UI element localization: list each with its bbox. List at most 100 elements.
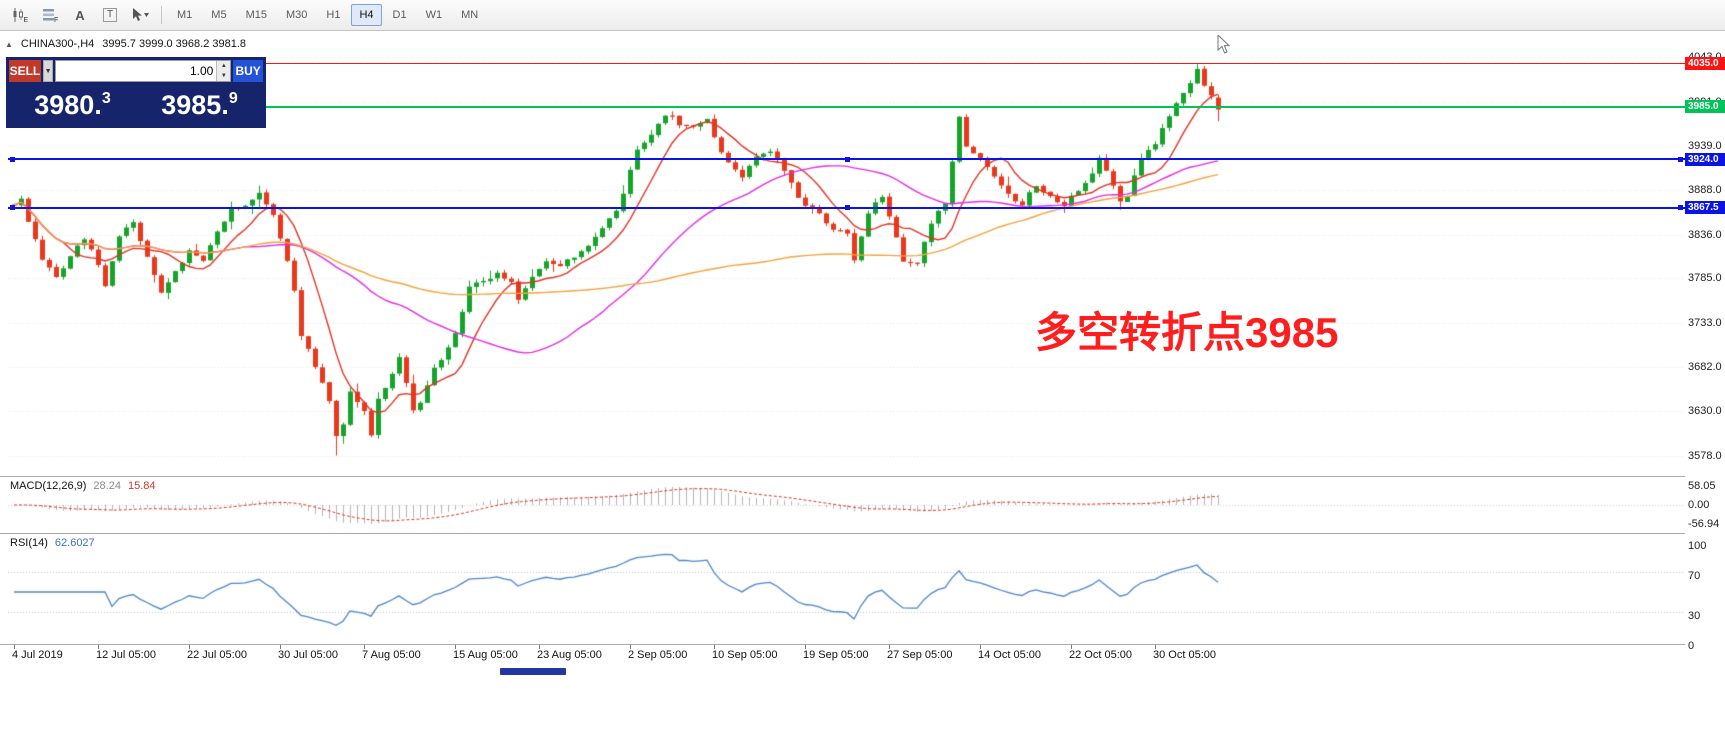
price-axis-label: 3578.0	[1688, 450, 1722, 462]
time-axis-label: 2 Sep 05:00	[628, 649, 688, 661]
mouse-cursor	[1217, 35, 1230, 54]
price-axis-label: 3682.0	[1688, 360, 1722, 373]
macd-panel-separator	[0, 476, 1725, 477]
time-axis-label: 4 Jul 2019	[12, 649, 63, 661]
timeframe-button-mn[interactable]: MN	[461, 9, 479, 21]
sell-button[interactable]: SELL	[9, 60, 41, 82]
sell-price-pip: 3	[101, 90, 111, 107]
buy-button[interactable]: BUY	[233, 60, 263, 82]
price-axis-label: 3888.0	[1688, 184, 1722, 196]
time-axis-label: 7 Aug 05:00	[362, 649, 421, 661]
ohlc-readout: 3995.7 3999.0 3968.2 3981.8	[102, 38, 247, 50]
time-axis-label: 22 Jul 05:00	[187, 649, 247, 661]
time-axis-tick	[455, 645, 456, 649]
timeframe-button-m1[interactable]: M1	[177, 9, 193, 21]
time-axis-tick	[1071, 645, 1072, 649]
time-axis-tick	[189, 645, 190, 649]
price-tag-3924.0: 3924.0	[1685, 152, 1725, 166]
sell-price-main: 3980.	[34, 89, 102, 120]
line-drag-handle[interactable]	[844, 205, 850, 211]
buy-price-main: 3985.	[161, 89, 229, 120]
timeframe-button-w1[interactable]: W1	[425, 9, 443, 21]
chart-annotation-text[interactable]: 多空转折点3985	[1035, 309, 1339, 356]
macd-header: MACD(12,26,9) 28.24 15.84	[10, 480, 155, 492]
time-axis-tick	[539, 645, 540, 649]
timeframe-button-m15[interactable]: M15	[245, 9, 267, 21]
trade-panel-prices: 3980. 3 3985. 9	[9, 85, 263, 125]
time-axis-label: 10 Sep 05:00	[712, 649, 778, 661]
text-box-icon[interactable]: T	[96, 3, 124, 27]
rsi-panel-separator	[0, 533, 1725, 534]
candlestick-chart-icon[interactable]: E	[6, 3, 34, 27]
price-axis-label: 3836.0	[1688, 228, 1722, 241]
rsi-label: RSI(14)	[10, 537, 48, 549]
rsi-value: 62.6027	[54, 537, 95, 549]
time-axis-label: 12 Jul 05:00	[96, 649, 156, 661]
line-drag-handle[interactable]	[10, 205, 15, 211]
volume-up-button[interactable]: ▲	[217, 61, 231, 71]
horizontal-line-3985.0[interactable]	[8, 105, 1685, 108]
buy-price-pip: 9	[228, 90, 238, 107]
macd-indicator-canvas[interactable]	[8, 477, 1685, 533]
svg-text:E: E	[24, 17, 29, 23]
text-label-icon[interactable]: A	[75, 7, 85, 23]
time-axis-tick	[1155, 645, 1156, 649]
price-axis-label: 3733.0	[1688, 317, 1722, 329]
toolbar-separator	[161, 6, 162, 24]
macd-axis-label: 58.05	[1688, 480, 1716, 492]
symbol-title: CHINA300-,H4	[20, 38, 95, 50]
buy-price: 3985. 9	[136, 85, 263, 125]
price-axis-label: 3939.0	[1688, 140, 1722, 153]
line-drag-handle[interactable]	[1678, 205, 1683, 211]
rsi-axis-label: 100	[1688, 540, 1707, 552]
crosshair-cursor-icon[interactable]	[126, 3, 154, 27]
horizontal-scrollbar-thumb[interactable]	[500, 668, 566, 675]
line-drag-handle[interactable]	[844, 156, 850, 162]
indicator-list-icon[interactable]: F	[36, 3, 64, 27]
rsi-axis-label: 30	[1688, 610, 1701, 622]
volume-spinner: ▲ ▼	[216, 61, 231, 81]
rsi-indicator-canvas[interactable]	[8, 534, 1685, 644]
time-axis-tick	[805, 645, 806, 649]
price-axis-label: 3785.0	[1688, 272, 1722, 285]
macd-axis-label: -56.94	[1688, 517, 1720, 530]
timeframe-button-m5[interactable]: M5	[211, 9, 227, 21]
volume-input[interactable]	[56, 61, 217, 81]
timeframe-button-h1[interactable]: H1	[326, 9, 341, 21]
time-axis-label: 15 Aug 05:00	[453, 649, 518, 661]
price-tag-3985.0: 3985.0	[1685, 100, 1725, 114]
time-axis-tick	[889, 645, 890, 649]
rsi-axis-label: 70	[1688, 570, 1701, 582]
time-axis: 4 Jul 2019 12 Jul 05:00 22 Jul 05:00 30 Jul…	[8, 645, 1685, 665]
timeframe-button-h4[interactable]: H4	[351, 4, 382, 26]
time-axis-label: 23 Aug 05:00	[537, 649, 602, 661]
time-axis-tick	[714, 645, 715, 649]
time-axis-separator	[0, 644, 1725, 645]
timeframe-button-m30[interactable]: M30	[285, 9, 308, 21]
price-axis-label: 3630.0	[1688, 405, 1722, 418]
timeframe-group: M1 M5 M15 M30 H1 H4 D1 W1 MN	[169, 4, 487, 26]
price-tag-4035.0: 4035.0	[1685, 57, 1725, 71]
time-axis-tick	[364, 645, 365, 649]
time-axis-tick	[280, 645, 281, 649]
rsi-axis-label: 0	[1688, 640, 1695, 652]
time-axis-label: 14 Oct 05:00	[978, 649, 1041, 661]
time-axis-label: 19 Sep 05:00	[803, 649, 869, 661]
macd-label: MACD(12,26,9)	[10, 480, 87, 492]
volume-down-button[interactable]: ▼	[217, 71, 231, 81]
line-drag-handle[interactable]	[1678, 156, 1683, 162]
time-axis-label: 27 Sep 05:00	[887, 649, 953, 661]
timeframe-button-d1[interactable]: D1	[392, 9, 407, 21]
line-drag-handle[interactable]	[10, 156, 15, 162]
horizontal-line-4035.0[interactable]	[8, 63, 1685, 65]
macd-axis-label: 0.00	[1688, 499, 1710, 511]
price-axis[interactable]: 4043.03991.03939.03888.03836.03785.03733…	[1685, 31, 1725, 736]
time-axis-tick	[630, 645, 631, 649]
price-tag-3867.5: 3867.5	[1685, 201, 1725, 215]
time-axis-tick	[98, 645, 99, 649]
macd-main-value: 28.24	[93, 480, 121, 492]
collapse-icon[interactable]: ▲	[5, 39, 13, 49]
volume-dropdown-button[interactable]: ▼	[42, 60, 54, 82]
